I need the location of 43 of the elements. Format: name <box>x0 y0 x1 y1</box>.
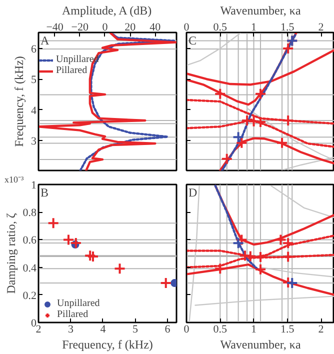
y-axis-title: Damping ratio, ζ <box>4 213 18 294</box>
x-tick-label: 2 <box>318 324 324 336</box>
y-tick-label: 4 <box>31 104 37 117</box>
x-tick-label: 0 <box>184 22 190 34</box>
y-tick-label: 0.8 <box>22 207 37 220</box>
x-tick-label: 0 <box>102 22 108 34</box>
x-axis-title: Wavenumber, κa <box>220 338 302 352</box>
legend-label: Unpillared <box>57 298 100 309</box>
x-tick-label: 2 <box>318 22 324 34</box>
x-tick-label: 1.5 <box>280 22 295 34</box>
x-tick-label: 6 <box>164 324 171 336</box>
x-axis-title: Wavenumber, κa <box>220 4 302 18</box>
y-tick-label: 0.4 <box>22 262 37 274</box>
x-tick-label: 4 <box>100 324 106 336</box>
series-label: Pillared <box>56 65 88 76</box>
x-tick-label: 0.5 <box>213 324 228 336</box>
y-tick-label: 3 <box>31 135 37 148</box>
x-axis-title: Frequency, f (kHz) <box>62 338 153 352</box>
text: x10⁻³ <box>4 174 24 184</box>
x-tick-label: 1 <box>251 22 257 34</box>
x-tick-label: −40 <box>46 22 64 34</box>
annotation: D <box>188 186 198 200</box>
y-tick-label: 6 <box>31 43 37 56</box>
annotation: C <box>188 34 197 48</box>
x-tick-label: 0.5 <box>213 22 228 34</box>
x-tick-label: 2 <box>36 324 42 336</box>
x-tick-label: 1.5 <box>280 324 295 336</box>
x-tick-label: 40 <box>150 22 162 34</box>
x-tick-label: 3 <box>68 324 74 336</box>
y-tick-label: 0.6 <box>22 234 37 247</box>
annotation: A <box>40 34 50 48</box>
x-tick-label: −20 <box>71 22 89 34</box>
y-tick-label: 1 <box>31 180 36 192</box>
annotation: B <box>40 186 49 200</box>
y-axis-title: Frequency, f (kHz) <box>12 56 26 147</box>
x-tick-label: 5 <box>132 324 138 336</box>
x-axis-title: Amplitude, A (dB) <box>62 4 152 18</box>
x-tick-label: 0 <box>184 324 190 336</box>
x-tick-label: 20 <box>124 22 136 34</box>
x-tick-label: 1 <box>251 324 257 336</box>
y-tick-label: 5 <box>31 74 37 86</box>
y-tick-label: 0.2 <box>22 290 36 302</box>
legend-label: Pillared <box>57 309 88 320</box>
